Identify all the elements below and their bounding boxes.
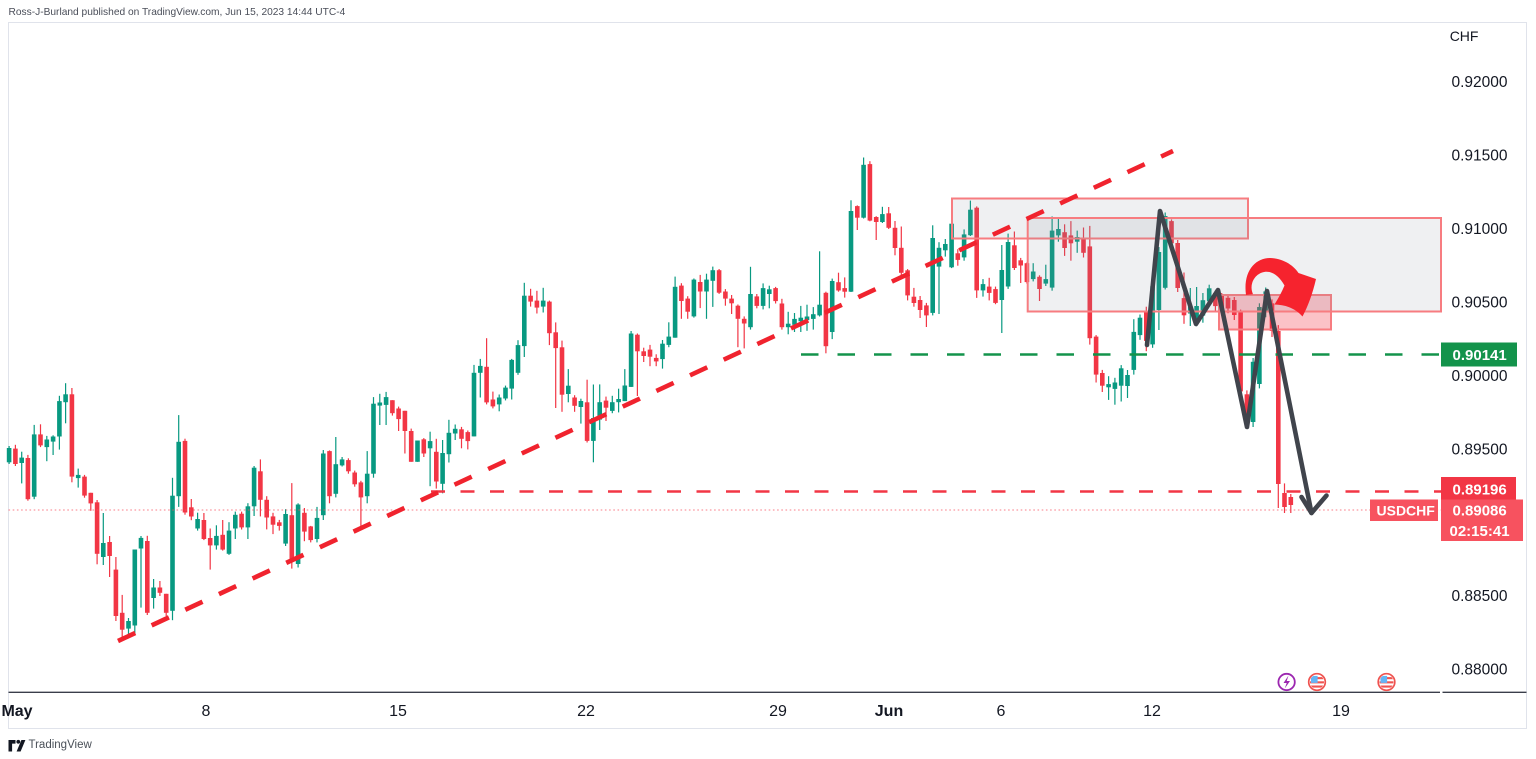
svg-text:CHF: CHF xyxy=(1450,28,1479,44)
svg-text:Jun: Jun xyxy=(875,703,903,720)
svg-text:0.92000: 0.92000 xyxy=(1452,74,1508,91)
svg-text:6: 6 xyxy=(997,703,1006,720)
svg-text:0.88000: 0.88000 xyxy=(1452,662,1508,679)
svg-text:8: 8 xyxy=(202,703,211,720)
svg-text:Ross-J-Burland published on Tr: Ross-J-Burland published on TradingView.… xyxy=(9,7,346,18)
svg-text:15: 15 xyxy=(389,703,407,720)
svg-text:0.88500: 0.88500 xyxy=(1452,588,1508,605)
svg-text:0.90000: 0.90000 xyxy=(1452,368,1508,385)
svg-text:12: 12 xyxy=(1143,703,1161,720)
svg-text:0.90141: 0.90141 xyxy=(1453,347,1507,364)
svg-text:0.91000: 0.91000 xyxy=(1452,221,1508,238)
svg-text:TradingView: TradingView xyxy=(29,739,93,751)
svg-text:0.89196: 0.89196 xyxy=(1453,482,1507,499)
svg-text:0.90500: 0.90500 xyxy=(1452,295,1508,312)
svg-text:0.89086: 0.89086 xyxy=(1453,503,1507,520)
svg-text:29: 29 xyxy=(769,703,787,720)
svg-text:0.89500: 0.89500 xyxy=(1452,442,1508,459)
svg-text:19: 19 xyxy=(1332,703,1350,720)
svg-text:22: 22 xyxy=(577,703,595,720)
svg-text:0.91500: 0.91500 xyxy=(1452,148,1508,165)
svg-text:02:15:41: 02:15:41 xyxy=(1450,523,1510,540)
svg-text:USDCHF: USDCHF xyxy=(1377,502,1436,518)
svg-text:May: May xyxy=(1,703,32,720)
